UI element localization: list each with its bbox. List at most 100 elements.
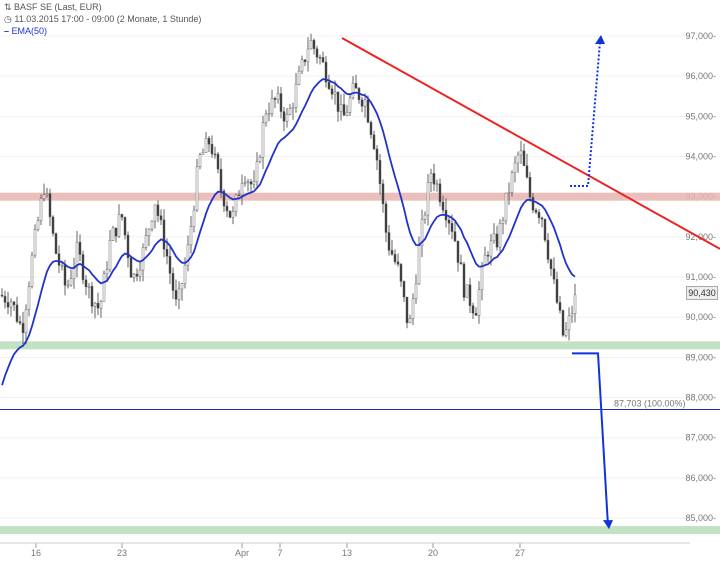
candle-body xyxy=(408,318,412,324)
candle-body xyxy=(120,214,124,218)
candle-body xyxy=(339,104,343,112)
candle-body xyxy=(105,269,109,274)
candle-body xyxy=(369,122,373,136)
candle-body xyxy=(306,48,310,63)
candle-body xyxy=(486,254,490,257)
candle-body xyxy=(519,150,523,156)
candle-body xyxy=(480,265,484,290)
candle-body xyxy=(36,220,40,230)
candle-body xyxy=(426,182,430,216)
candle-body xyxy=(300,59,304,72)
candle-body xyxy=(150,220,154,230)
resistance-band xyxy=(0,192,720,201)
candle-body xyxy=(498,222,502,248)
projection-arrow-up xyxy=(570,41,601,187)
candle-body xyxy=(159,215,163,221)
candle-body xyxy=(33,229,37,256)
candle-body xyxy=(75,241,79,268)
candle-body xyxy=(174,290,178,300)
candle-body xyxy=(69,278,73,286)
candle-body xyxy=(195,166,199,211)
candle-body xyxy=(168,255,172,274)
ema-legend[interactable]: – EMA(50) xyxy=(4,26,48,36)
candle-body xyxy=(447,219,451,224)
candle-body xyxy=(102,273,106,302)
candle-body xyxy=(21,322,25,333)
candle-body xyxy=(372,134,376,150)
support-band xyxy=(0,341,720,350)
candle-body xyxy=(414,283,418,299)
candle-body xyxy=(114,227,118,237)
candle-body xyxy=(51,216,55,234)
candle-body xyxy=(363,99,367,107)
instrument-label: BASF SE (Last, EUR) xyxy=(14,2,102,12)
candle-body xyxy=(144,235,148,248)
candle-body xyxy=(564,329,568,336)
candle-body xyxy=(162,219,166,250)
candle-body xyxy=(546,239,550,260)
candle-body xyxy=(552,268,556,280)
candle-body xyxy=(84,279,88,288)
reference-label: 87,703 (100.00%) xyxy=(614,398,686,408)
candle-body xyxy=(156,204,160,216)
candle-body xyxy=(78,241,82,255)
candle-body xyxy=(471,305,475,314)
candle-body xyxy=(225,205,229,212)
clock-icon: ◷ xyxy=(4,14,12,24)
candle-body xyxy=(321,57,325,63)
candle-body xyxy=(189,226,193,246)
candle-body xyxy=(516,154,520,164)
candle-body xyxy=(171,273,175,291)
candle-body xyxy=(165,249,169,257)
candle-body xyxy=(63,264,67,286)
candle-body xyxy=(57,253,61,266)
candle-body xyxy=(513,162,517,173)
candle-body xyxy=(192,209,196,227)
y-tick-label: 90,000- xyxy=(685,312,716,322)
candle-body xyxy=(399,263,403,282)
candle-body xyxy=(507,192,511,194)
candle-body xyxy=(561,310,565,336)
candle-body xyxy=(405,296,409,324)
candle-body xyxy=(450,223,454,232)
candle-body xyxy=(183,264,187,284)
y-tick-label: 87,000- xyxy=(685,433,716,443)
candle-body xyxy=(534,209,538,213)
candle-body xyxy=(234,194,238,212)
candle-body xyxy=(477,289,481,316)
candle-body xyxy=(201,152,205,156)
y-tick-label: 92,000- xyxy=(685,232,716,242)
candle-body xyxy=(138,269,142,277)
candle-body xyxy=(93,302,97,307)
candle-body xyxy=(441,201,445,211)
candle-body xyxy=(411,298,415,319)
arrow-head-down-icon xyxy=(603,520,613,530)
candle-body xyxy=(237,194,241,197)
y-tick-label: 94,000- xyxy=(685,152,716,162)
candle-body xyxy=(15,304,19,322)
period-info: ◷ 11.03.2015 17:00 - 09:00 (2 Monate, 1 … xyxy=(4,14,201,25)
candle-body xyxy=(198,154,202,168)
candle-body xyxy=(177,288,181,300)
candle-body xyxy=(492,233,496,242)
candle-body xyxy=(267,113,271,115)
candle-body xyxy=(345,112,349,116)
y-tick-label: 95,000- xyxy=(685,111,716,121)
candle-body xyxy=(9,301,13,308)
candle-body xyxy=(204,137,208,153)
ema-line xyxy=(1,78,576,386)
candle-body xyxy=(12,301,16,306)
y-tick-label: 85,000- xyxy=(685,513,716,523)
candle-body xyxy=(0,294,4,297)
candle-body xyxy=(336,91,340,112)
candle-body xyxy=(123,217,127,236)
candle-body xyxy=(135,273,139,277)
candle-body xyxy=(54,233,58,254)
candle-body xyxy=(387,232,391,251)
candle-body xyxy=(294,83,298,108)
candle-body xyxy=(18,321,22,324)
candle-body xyxy=(318,56,322,59)
candle-body xyxy=(222,190,226,207)
candle-body xyxy=(393,254,397,263)
